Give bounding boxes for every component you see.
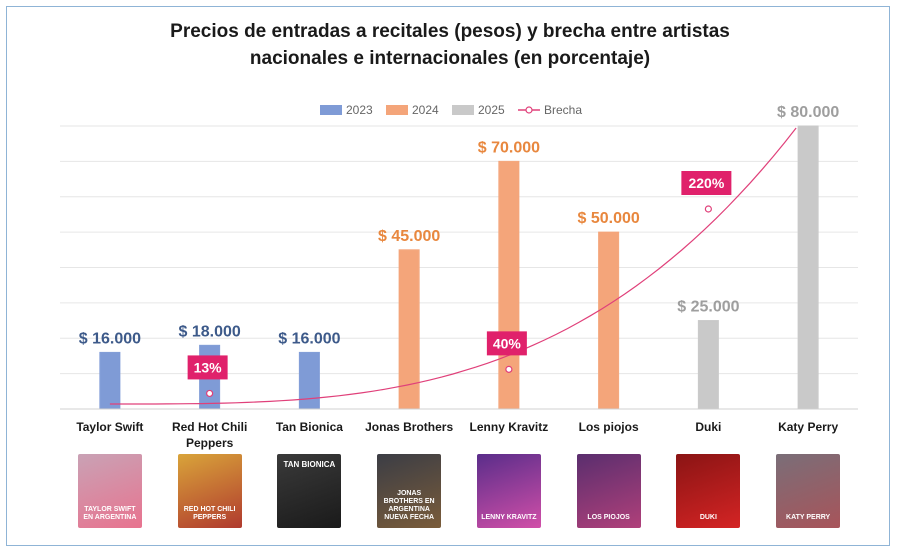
legend-label: Brecha <box>544 103 582 117</box>
bar <box>299 352 320 410</box>
photo-caption: TAYLOR SWIFT EN ARGENTINA <box>83 506 137 521</box>
bar <box>99 352 121 410</box>
photo-caption: TAN BIONICA <box>283 460 336 469</box>
lenny-kravitz-photo: LENNY KRAVITZ <box>476 454 541 528</box>
legend-swatch <box>452 105 474 115</box>
chart-title-line-1: Precios de entradas a recitales (pesos) … <box>170 21 730 42</box>
jonas-brothers-photo: JONAS BROTHERS EN ARGENTINA NUEVA FECHA <box>377 454 442 528</box>
brecha-point <box>206 389 214 398</box>
brecha-line <box>109 127 797 405</box>
duki-photo: DUKI <box>676 454 741 528</box>
x-tick-label: Duki <box>695 420 721 434</box>
photo-caption: JONAS BROTHERS EN ARGENTINA NUEVA FECHA <box>383 490 435 521</box>
brecha-label: 40% <box>493 335 522 351</box>
data-label: $ 80.000 <box>777 104 839 121</box>
x-tick-label: Katy Perry <box>778 420 838 434</box>
brecha-point <box>505 365 513 373</box>
bar <box>598 231 619 410</box>
legend-swatch <box>320 105 342 115</box>
photo-caption: LOS PIOJOS <box>587 514 630 521</box>
los-piojos-photo: LOS PIOJOS <box>576 454 641 528</box>
photo-caption: LENNY KRAVITZ <box>481 514 537 521</box>
legend-swatch <box>386 105 408 115</box>
photo-caption: KATY PERRY <box>786 514 831 521</box>
data-label: $ 50.000 <box>577 210 639 227</box>
katy-perry-photo: KATY PERRY <box>776 454 841 528</box>
taylor-swift-photo: TAYLOR SWIFT EN ARGENTINA <box>77 454 142 528</box>
data-label: $ 16.000 <box>278 330 340 347</box>
bar <box>797 125 819 410</box>
photo-caption: RED HOT CHILI PEPPERS <box>183 506 236 521</box>
data-label: $ 70.000 <box>478 139 540 156</box>
x-tick-label: Taylor Swift <box>76 420 143 434</box>
brecha-label-box <box>187 355 228 380</box>
brecha-point <box>704 205 712 213</box>
brecha-label: 13% <box>194 359 223 375</box>
data-label: $ 16.000 <box>79 330 141 347</box>
data-label: $ 25.000 <box>677 299 739 316</box>
brecha-label-box <box>486 331 527 356</box>
photo-caption: DUKI <box>699 514 717 521</box>
x-tick-label: Lenny Kravitz <box>470 420 549 434</box>
chart-title: Precios de entradas a recitales (pesos) … <box>0 18 900 72</box>
red-hot-chili-peppers-photo: RED HOT CHILI PEPPERS <box>177 454 242 528</box>
data-label: $ 45.000 <box>378 228 440 245</box>
data-label: $ 18.000 <box>178 323 240 340</box>
chart-frame <box>6 6 890 546</box>
legend-label: 2024 <box>412 103 439 117</box>
legend-label: 2025 <box>478 103 505 117</box>
x-tick-label: Red Hot Chili <box>172 420 247 434</box>
legend-label: 2023 <box>346 103 373 117</box>
tan-bionica-photo: TAN BIONICA <box>277 454 342 528</box>
x-tick-label: Jonas Brothers <box>365 420 453 434</box>
brecha-label: 220% <box>688 175 724 191</box>
x-tick-label: Tan Bionica <box>276 420 343 434</box>
x-tick-label: Los piojos <box>579 420 639 434</box>
legend-line-marker <box>525 106 533 114</box>
brecha-label-box <box>681 171 732 195</box>
chart-title-line-2: nacionales e internacionales (en porcent… <box>249 48 651 69</box>
bar <box>698 320 719 410</box>
x-tick-label: Peppers <box>186 436 234 450</box>
